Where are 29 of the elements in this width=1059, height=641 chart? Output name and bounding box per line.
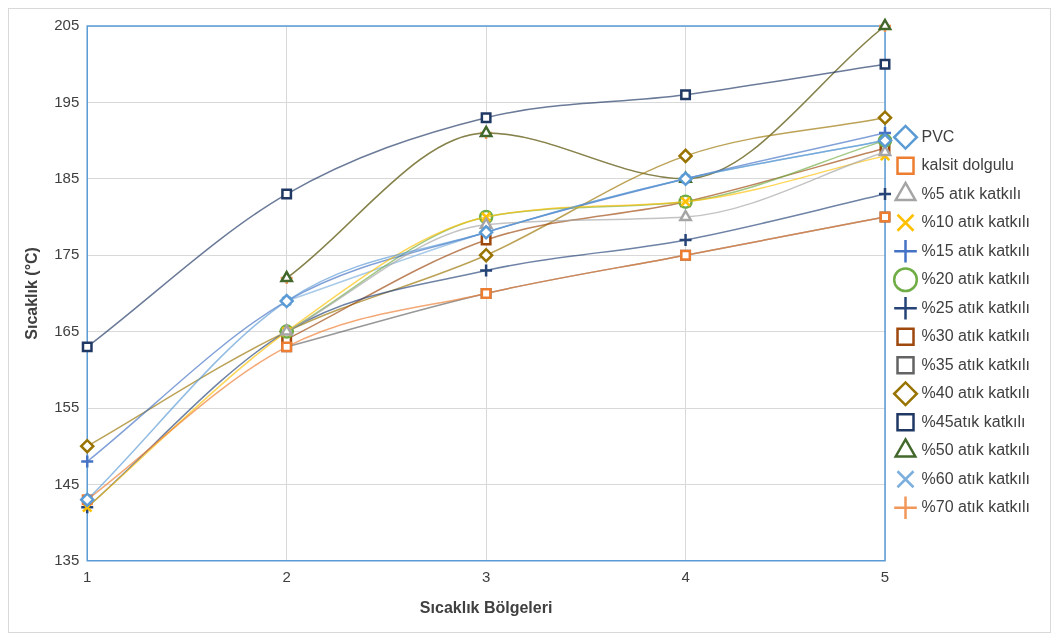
- legend-label: %35 atık katkılı: [921, 355, 1031, 373]
- x-tick-label: 5: [880, 567, 890, 585]
- legend-label: %45atık katkılı: [921, 412, 1026, 430]
- x-tick-label: 2: [282, 567, 291, 585]
- y-tick-label: 175: [54, 245, 80, 263]
- legend-label: %30 atık katkılı: [921, 327, 1031, 345]
- y-tick-label: 165: [54, 321, 80, 339]
- x-axis-title: Sıcaklık Bölgeleri: [419, 598, 553, 616]
- x-tick-label: 1: [83, 567, 92, 585]
- legend-label: %10 atık katkılı: [921, 213, 1031, 231]
- x-tick-label: 4: [681, 567, 690, 585]
- legend-label: kalsit dolgulu: [921, 156, 1015, 174]
- y-tick-label: 195: [54, 92, 80, 110]
- legend-label: %50 atık katkılı: [921, 441, 1031, 459]
- y-tick-label: 185: [54, 168, 80, 186]
- y-tick-label: 145: [54, 474, 80, 492]
- x-tick-label: 3: [481, 567, 491, 585]
- y-tick-label: 205: [54, 16, 80, 34]
- legend-label: %40 atık katkılı: [921, 384, 1031, 402]
- y-tick-label: 135: [54, 550, 80, 568]
- y-axis-title: Sıcaklık (°C): [23, 247, 41, 340]
- legend-label: %20 atık katkılı: [921, 270, 1031, 288]
- legend-label: %25 atık katkılı: [921, 298, 1031, 316]
- legend-label: %70 atık katkılı: [921, 498, 1031, 516]
- legend-label: PVC: [921, 127, 955, 145]
- legend-label: %15 atık katkılı: [921, 241, 1031, 259]
- y-tick-label: 155: [54, 398, 80, 416]
- legend-label: %60 atık katkılı: [921, 469, 1031, 487]
- legend-label: %5 atık katkılı: [921, 184, 1022, 202]
